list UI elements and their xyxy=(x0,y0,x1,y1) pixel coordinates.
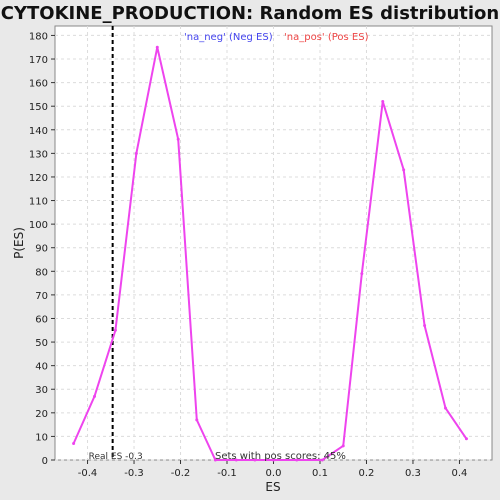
data-point xyxy=(402,168,406,172)
y-tick-label: 170 xyxy=(29,55,48,66)
data-point xyxy=(213,458,217,462)
data-point xyxy=(295,458,299,462)
y-tick-label: 100 xyxy=(29,220,48,231)
data-point xyxy=(272,458,275,462)
x-tick-label: -0.2 xyxy=(171,468,191,479)
y-tick-label: 0 xyxy=(42,456,48,467)
y-tick-label: 110 xyxy=(29,197,48,208)
data-point xyxy=(134,151,138,155)
y-tick-label: 120 xyxy=(29,173,48,184)
y-tick-label: 180 xyxy=(29,31,48,42)
data-point xyxy=(444,406,448,410)
pos-scores-annotation: Sets with pos scores: 45% xyxy=(215,451,346,462)
y-tick-label: 90 xyxy=(35,244,48,255)
y-tick-label: 140 xyxy=(29,126,48,137)
y-tick-label: 160 xyxy=(29,79,48,90)
y-axis-label: P(ES) xyxy=(12,227,26,259)
x-tick-label: 0.4 xyxy=(452,468,468,479)
y-tick-label: 130 xyxy=(29,149,48,160)
y-tick-label: 20 xyxy=(35,409,48,420)
x-tick-label: 0.3 xyxy=(405,468,421,479)
data-point xyxy=(341,444,345,448)
data-point xyxy=(423,324,427,328)
x-tick-label: -0.1 xyxy=(217,468,237,479)
x-axis: -0.4 -0.3 -0.2 -0.1 0.0 0.1 0.2 0.3 0.4 xyxy=(78,460,468,479)
legend-neg: 'na_neg' (Neg ES) xyxy=(184,32,273,43)
legend: 'na_neg' (Neg ES) 'na_pos' (Pos ES) xyxy=(184,32,369,43)
x-tick-label: 0.1 xyxy=(312,468,328,479)
data-point xyxy=(320,458,324,462)
data-point xyxy=(155,45,159,49)
data-point xyxy=(93,394,97,398)
x-axis-label: ES xyxy=(265,480,280,494)
real-es-label: Real ES -0.3 xyxy=(89,452,143,462)
y-tick-label: 60 xyxy=(35,314,48,325)
legend-pos: 'na_pos' (Pos ES) xyxy=(284,32,369,43)
data-point xyxy=(72,441,76,445)
data-point xyxy=(195,418,199,422)
data-point xyxy=(360,272,364,276)
y-tick-label: 80 xyxy=(35,267,48,278)
data-point xyxy=(234,458,238,462)
distribution-line xyxy=(72,47,468,461)
y-tick-label: 150 xyxy=(29,102,48,113)
data-point xyxy=(176,137,180,141)
data-point xyxy=(253,458,257,462)
y-axis: 0 10 20 30 40 50 60 70 80 90 100 110 120 130 140 150 160… xyxy=(29,31,55,467)
y-tick-label: 50 xyxy=(35,338,48,349)
data-point xyxy=(381,99,385,103)
y-tick-label: 10 xyxy=(35,432,48,443)
x-tick-label: 0.2 xyxy=(359,468,375,479)
data-points xyxy=(72,45,468,462)
data-point xyxy=(113,328,117,332)
y-tick-label: 40 xyxy=(35,362,48,373)
x-tick-label: -0.4 xyxy=(78,468,98,479)
y-tick-label: 70 xyxy=(35,291,48,302)
x-tick-label: -0.3 xyxy=(124,468,144,479)
x-tick-label: 0.0 xyxy=(266,468,282,479)
data-point xyxy=(464,437,468,441)
chart-title: CYTOKINE_PRODUCTION: Random ES distribut… xyxy=(1,3,499,24)
y-tick-label: 30 xyxy=(35,385,48,396)
